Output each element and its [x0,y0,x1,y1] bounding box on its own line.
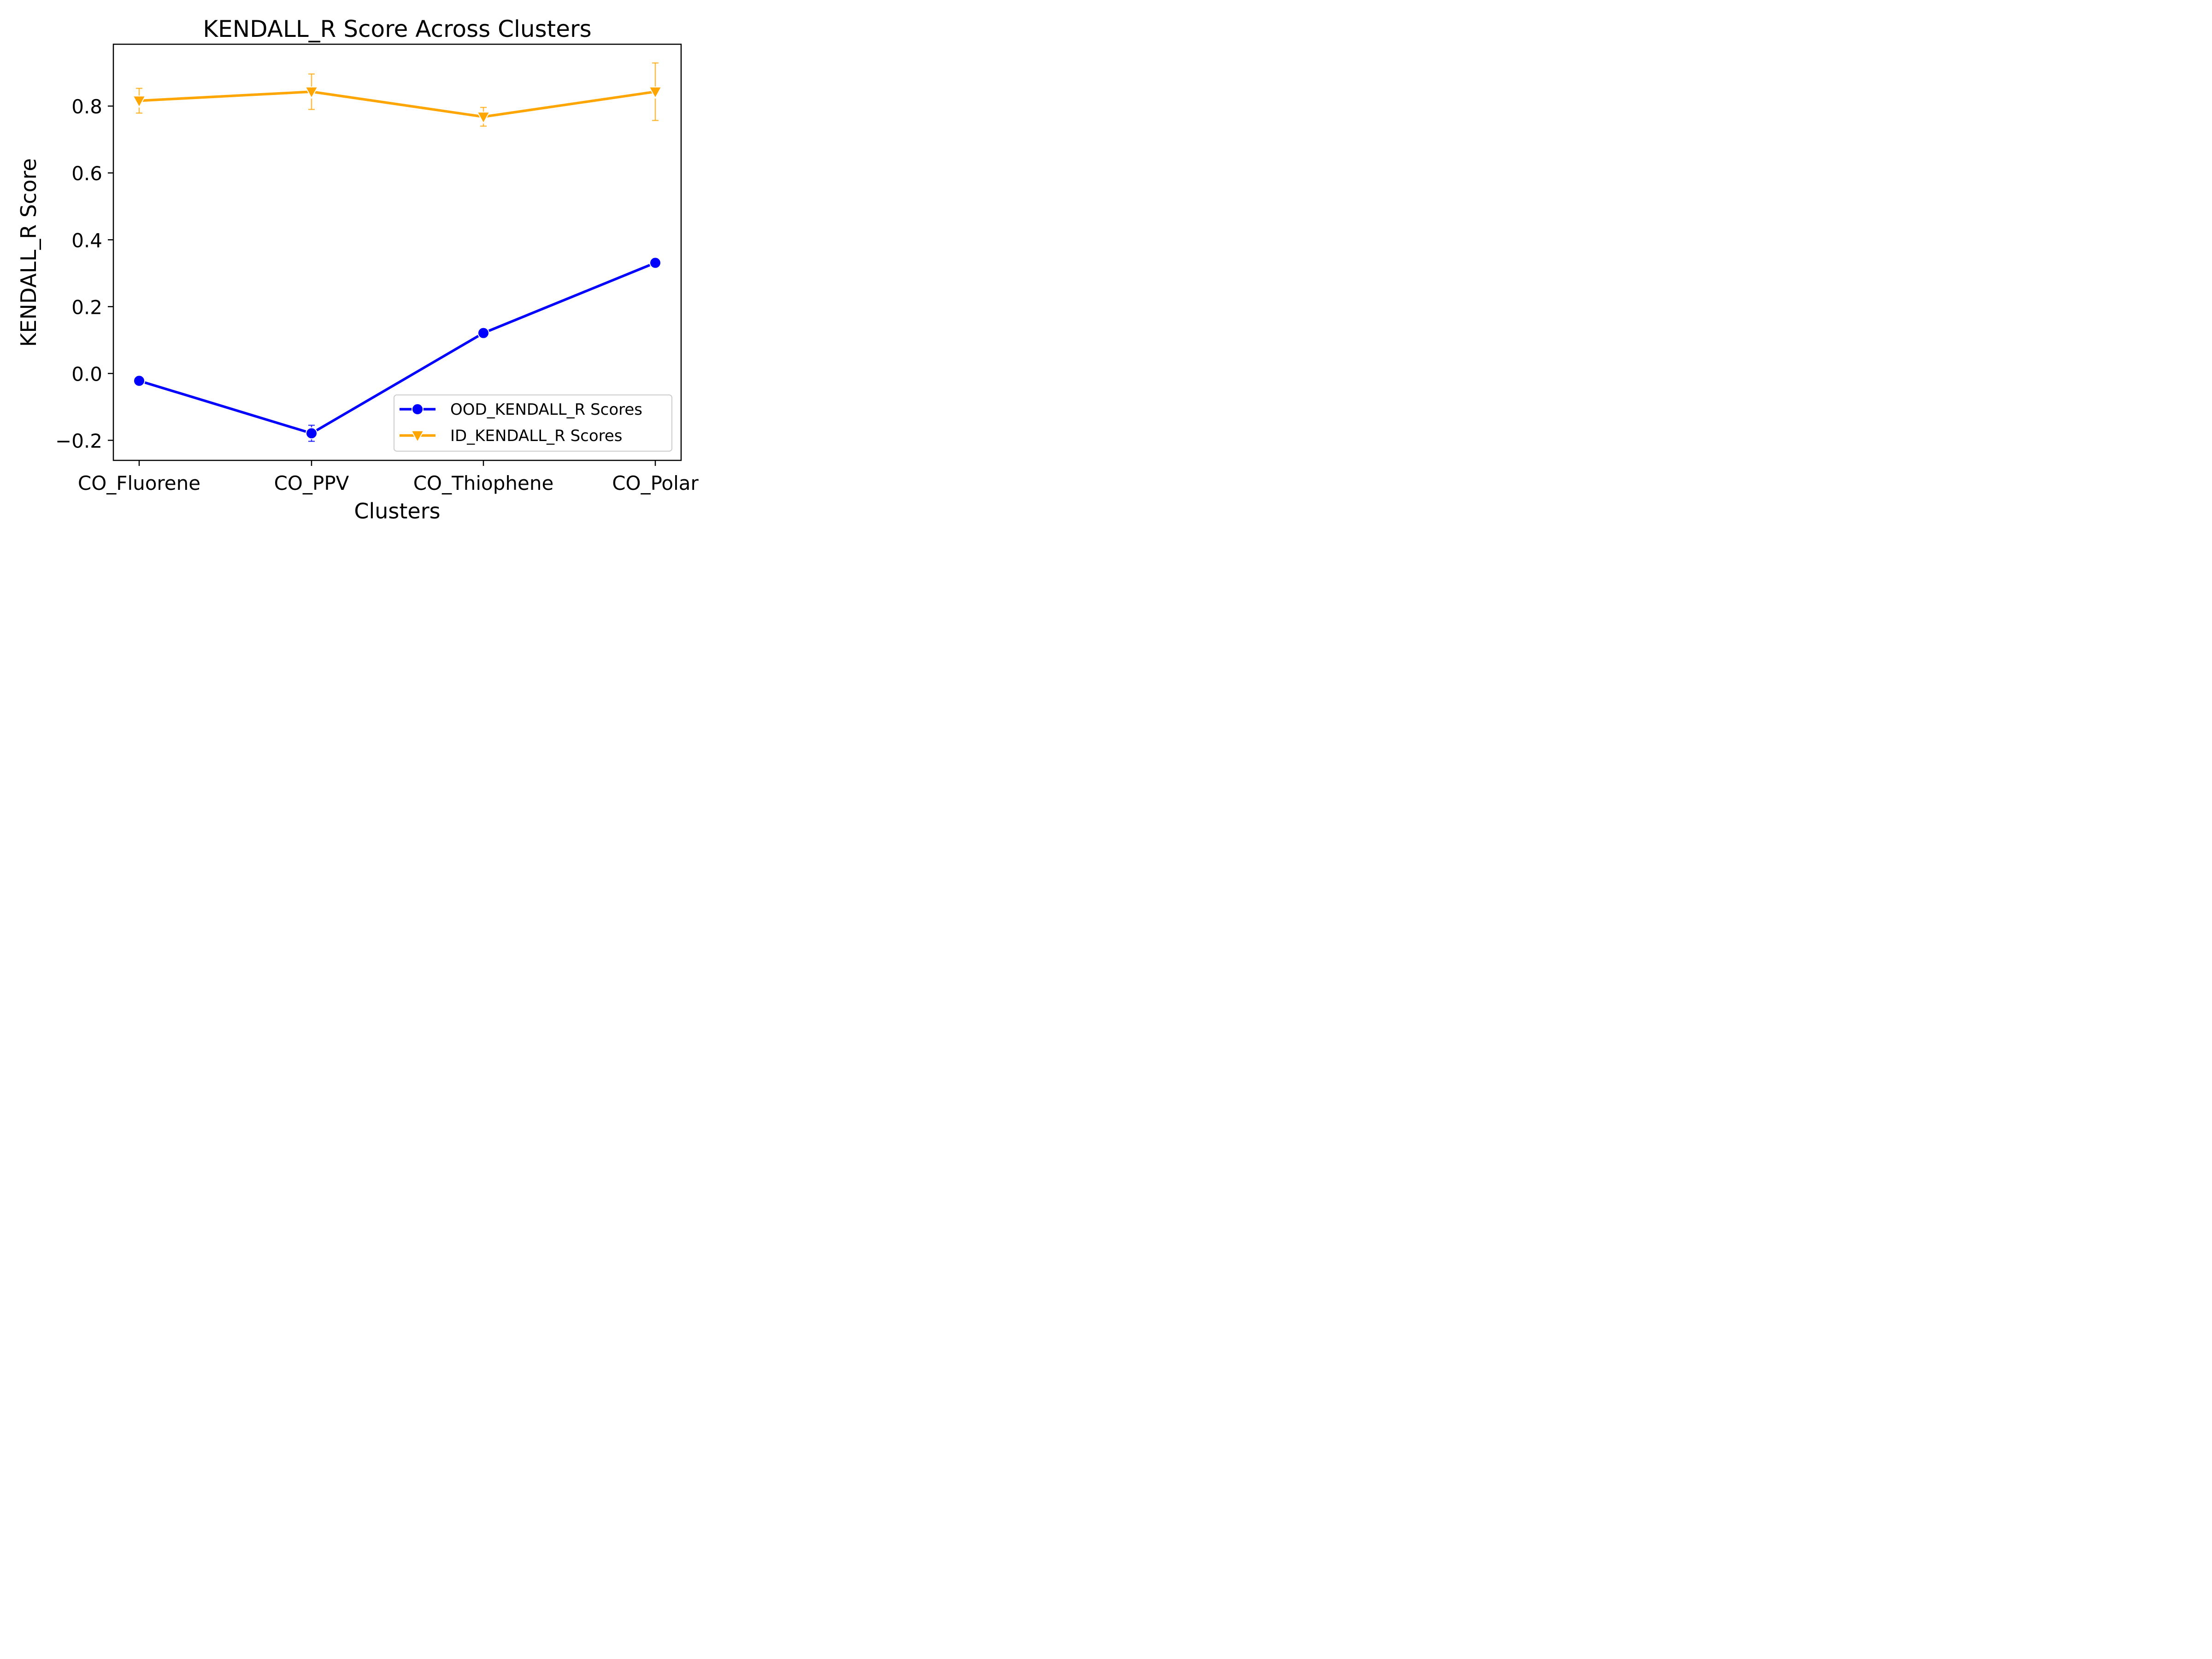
legend-marker [411,430,424,443]
y-axis: −0.2 0.0 0.2 0.4 0.6 0.8 [55,95,113,452]
chart: KENDALL_R Score Across Clusters −0.2 0.0 0… [0,0,719,539]
legend-entry: OOD_KENDALL_R Scores [400,400,642,419]
data-point [477,112,490,124]
data-point [477,327,489,339]
legend-entry: ID_KENDALL_R Scores [400,427,623,445]
series-layer [132,62,662,442]
legend-box [394,394,672,452]
data-point [648,86,662,99]
legend-label: OOD_KENDALL_R Scores [450,400,642,419]
data-point [132,95,146,108]
legend-label: ID_KENDALL_R Scores [450,427,623,445]
legend: OOD_KENDALL_R Scores ID_KENDALL_R Scores [394,394,672,452]
y-tick-label: 0.6 [71,162,102,185]
chart-title: KENDALL_R Score Across Clusters [203,16,591,42]
x-tick-label: CO_Polar [612,472,699,494]
series-1 [132,62,662,127]
legend-marker [412,403,424,415]
data-point [305,86,318,99]
y-tick-label: 0.2 [71,296,102,318]
y-axis-label: KENDALL_R Score [16,158,41,347]
series-line [139,261,656,435]
x-tick-label: CO_Thiophene [413,472,554,494]
x-axis: CO_Fluorene CO_PPV CO_Thiophene CO_Polar [78,460,699,494]
legend-items: OOD_KENDALL_R Scores ID_KENDALL_R Scores [400,400,642,445]
data-point [133,375,145,387]
series-0 [133,257,661,442]
x-axis-label: Clusters [354,499,440,524]
y-tick-label: −0.2 [55,429,102,452]
x-tick-label: CO_PPV [274,472,349,494]
series-line [139,90,656,118]
y-tick-label: 0.4 [71,229,102,252]
x-tick-label: CO_Fluorene [78,472,200,494]
data-point [306,427,318,440]
plot-area [112,43,682,461]
y-tick-label: 0.0 [71,363,102,385]
data-point [649,257,661,269]
y-tick-label: 0.8 [71,95,102,118]
